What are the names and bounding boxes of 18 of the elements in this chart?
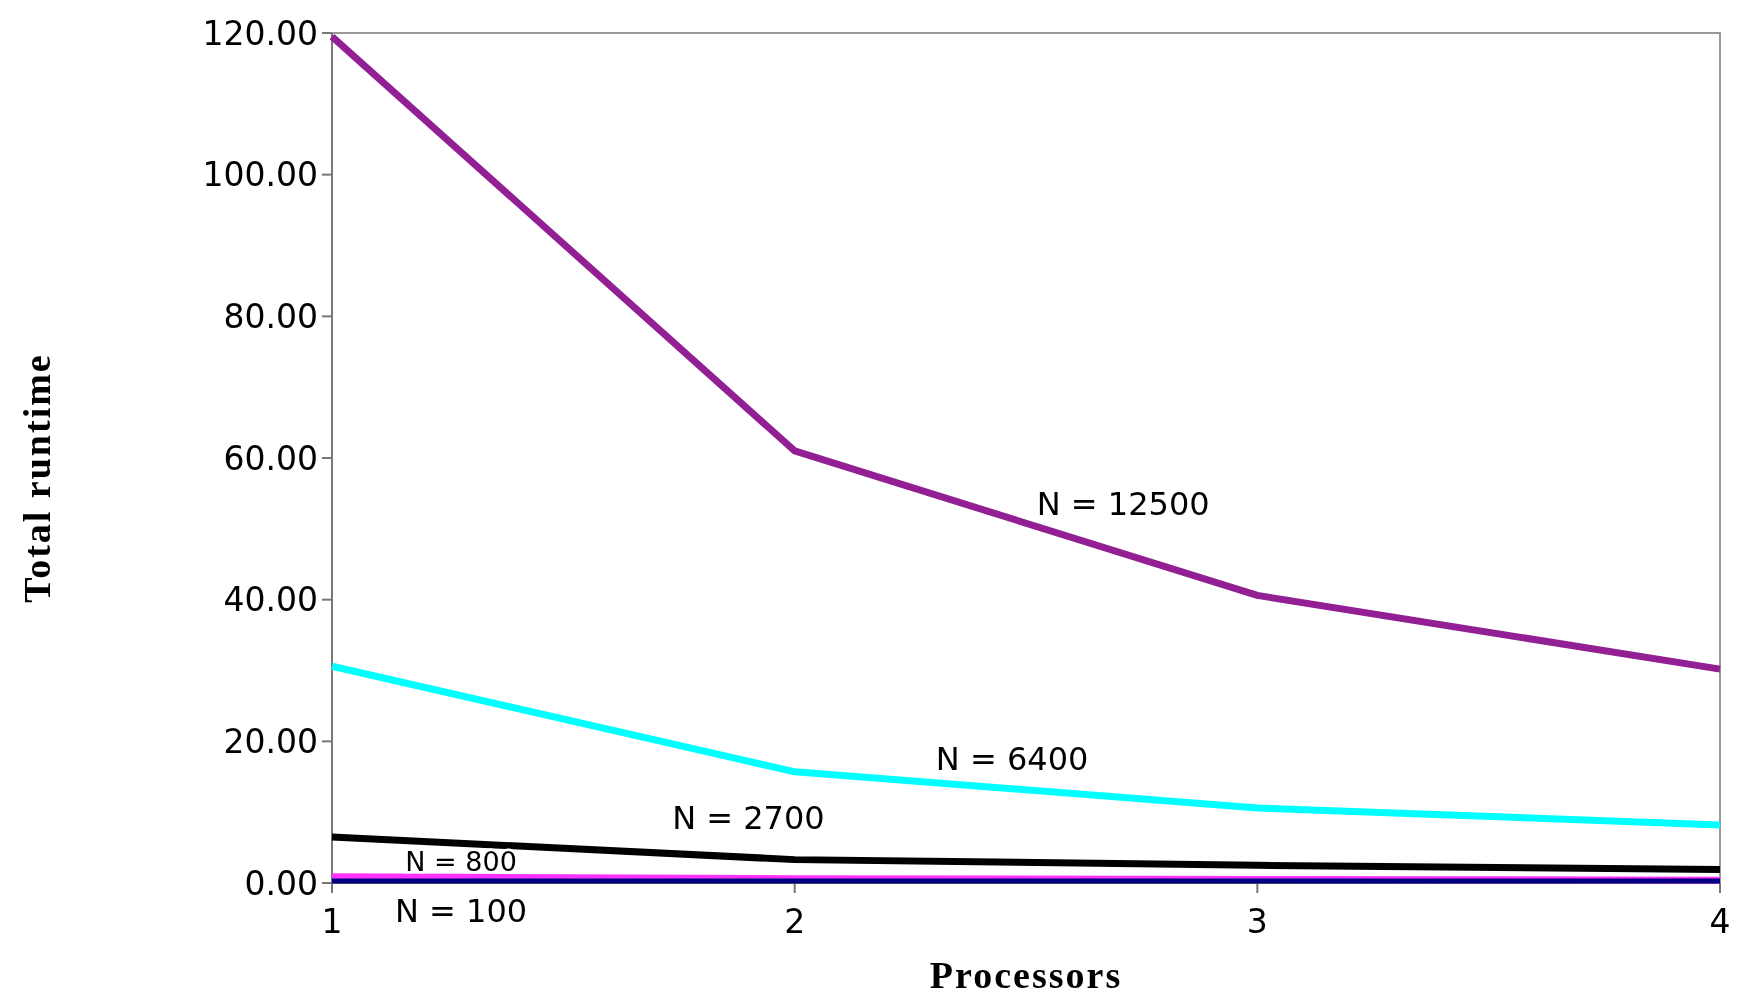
series-label: N = 2700 <box>672 798 825 837</box>
x-axis-title: Processors <box>929 954 1123 996</box>
y-tick-label: 100.00 <box>202 155 318 195</box>
series-label: N = 100 <box>395 892 528 931</box>
y-tick-label: 80.00 <box>223 296 318 336</box>
y-tick-label: 20.00 <box>223 721 318 761</box>
y-tick-label: 40.00 <box>223 580 318 620</box>
x-tick-label: 2 <box>784 902 806 941</box>
x-tick-label: 1 <box>321 902 343 941</box>
y-tick-label: 0.00 <box>244 863 318 903</box>
y-tick-label: 60.00 <box>223 438 318 478</box>
x-tick-label: 3 <box>1246 902 1268 941</box>
y-tick-label: 120.00 <box>202 13 318 53</box>
y-axis-title: Total runtime <box>16 353 58 603</box>
series-label: N = 800 <box>405 845 517 877</box>
x-tick-label: 4 <box>1709 902 1731 941</box>
series-label: N = 12500 <box>1036 484 1210 523</box>
series-label: N = 6400 <box>935 739 1089 778</box>
